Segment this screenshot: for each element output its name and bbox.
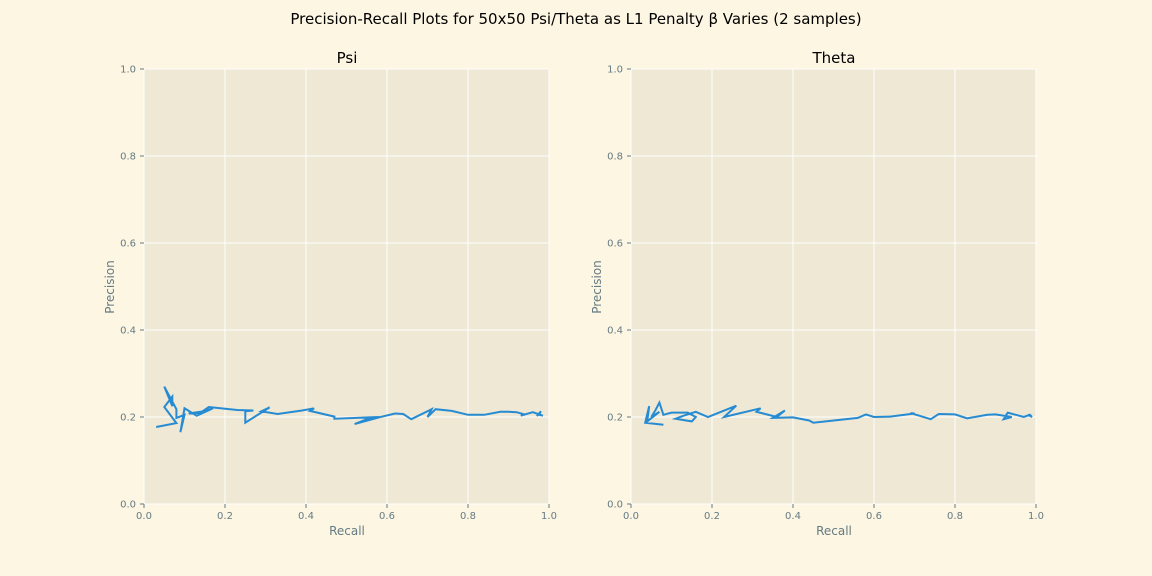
figure-title: Precision-Recall Plots for 50x50 Psi/The…	[290, 10, 861, 28]
pr-curve-theta	[643, 400, 1033, 426]
x-tick-label-psi: 0.0	[136, 511, 152, 522]
y-tick-label-theta: 1.0	[607, 65, 623, 76]
y-tick-label-theta: 0.4	[607, 326, 623, 337]
x-tick-label-theta: 0.6	[866, 511, 882, 522]
y-axis-label-psi: Precision	[103, 260, 117, 314]
subplot-theta: Theta Recall Precision 0.0 0.2 0.4 0.6 0.8 1.…	[590, 49, 1044, 538]
y-tick-label-psi: 0.4	[120, 326, 136, 337]
x-tick-label-theta: 0.4	[785, 511, 801, 522]
y-tick-label-psi: 0.2	[120, 413, 136, 424]
y-tick-label-psi: 0.8	[120, 152, 136, 163]
subplot-title-theta: Theta	[812, 49, 856, 67]
pr-curve-psi	[156, 386, 544, 433]
y-axis-label-theta: Precision	[590, 260, 604, 314]
plot-area-theta	[631, 69, 1036, 504]
x-tick-label-theta: 1.0	[1028, 511, 1044, 522]
x-tick-label-psi: 0.2	[217, 511, 233, 522]
subplot-title-psi: Psi	[337, 49, 358, 67]
x-axis-label-psi: Recall	[329, 524, 365, 538]
y-tick-label-theta: 0.8	[607, 152, 623, 163]
y-tick-label-psi: 0.6	[120, 239, 136, 250]
subplot-psi: Psi Recall Precision 0.0 0.2 0.4 0.6 0.8 1.0 0…	[103, 49, 557, 538]
x-tick-label-psi: 1.0	[541, 511, 557, 522]
x-tick-label-theta: 0.0	[623, 511, 639, 522]
x-tick-label-theta: 0.8	[947, 511, 963, 522]
x-tick-label-psi: 0.4	[298, 511, 314, 522]
x-axis-label-theta: Recall	[816, 524, 852, 538]
y-tick-label-psi: 1.0	[120, 65, 136, 76]
y-tick-label-theta: 0.0	[607, 500, 623, 511]
x-tick-label-psi: 0.6	[379, 511, 395, 522]
y-tick-label-psi: 0.0	[120, 500, 136, 511]
y-tick-label-theta: 0.6	[607, 239, 623, 250]
plot-area-psi	[144, 69, 549, 504]
x-tick-label-psi: 0.8	[460, 511, 476, 522]
y-tick-label-theta: 0.2	[607, 413, 623, 424]
x-tick-label-theta: 0.2	[704, 511, 720, 522]
